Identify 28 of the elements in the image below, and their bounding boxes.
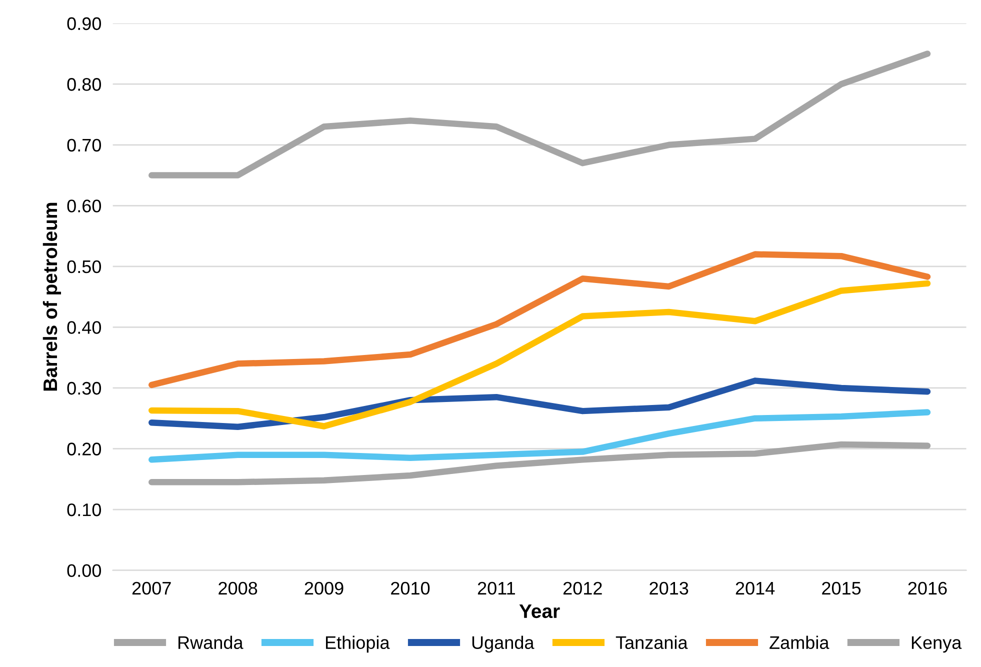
y-tick-label: 0.60 bbox=[67, 200, 101, 212]
x-tick-label: 2010 bbox=[391, 582, 430, 595]
x-tick-label: 2013 bbox=[650, 582, 688, 595]
x-tick-label: 2012 bbox=[563, 582, 602, 595]
y-tick-label: 0.20 bbox=[67, 442, 101, 456]
x-tick-label: 2008 bbox=[218, 582, 258, 595]
y-tick-label: 0.40 bbox=[67, 321, 101, 334]
y-tick-label: 0.30 bbox=[67, 382, 101, 395]
legend-label: Kenya bbox=[912, 636, 962, 653]
legend-label: Rwanda bbox=[178, 636, 244, 650]
y-tick-label: 0.50 bbox=[67, 260, 101, 274]
x-tick-label: 2009 bbox=[304, 582, 344, 595]
legend-label: Tanzania bbox=[616, 636, 688, 650]
x-tick-label: 2014 bbox=[736, 582, 775, 595]
legend-label: Uganda bbox=[472, 636, 534, 653]
y-tick-label: 0.80 bbox=[67, 78, 101, 91]
y-tick-label: 0.70 bbox=[67, 138, 101, 152]
y-tick-label: 0.10 bbox=[67, 503, 101, 516]
x-tick-label: 2015 bbox=[822, 582, 861, 595]
x-tick-label: 2011 bbox=[478, 582, 515, 595]
x-tick-label: 2007 bbox=[132, 582, 171, 595]
y-tick-label: 0.00 bbox=[67, 564, 101, 578]
x-tick-label: 2016 bbox=[908, 582, 947, 595]
y-axis-title: Barrels of petroleum bbox=[42, 202, 62, 391]
legend-label: Zambia bbox=[770, 636, 830, 650]
x-axis-title: Year bbox=[519, 604, 560, 618]
y-tick-label: 0.90 bbox=[67, 17, 101, 30]
legend-label: Ethiopia bbox=[326, 636, 390, 653]
